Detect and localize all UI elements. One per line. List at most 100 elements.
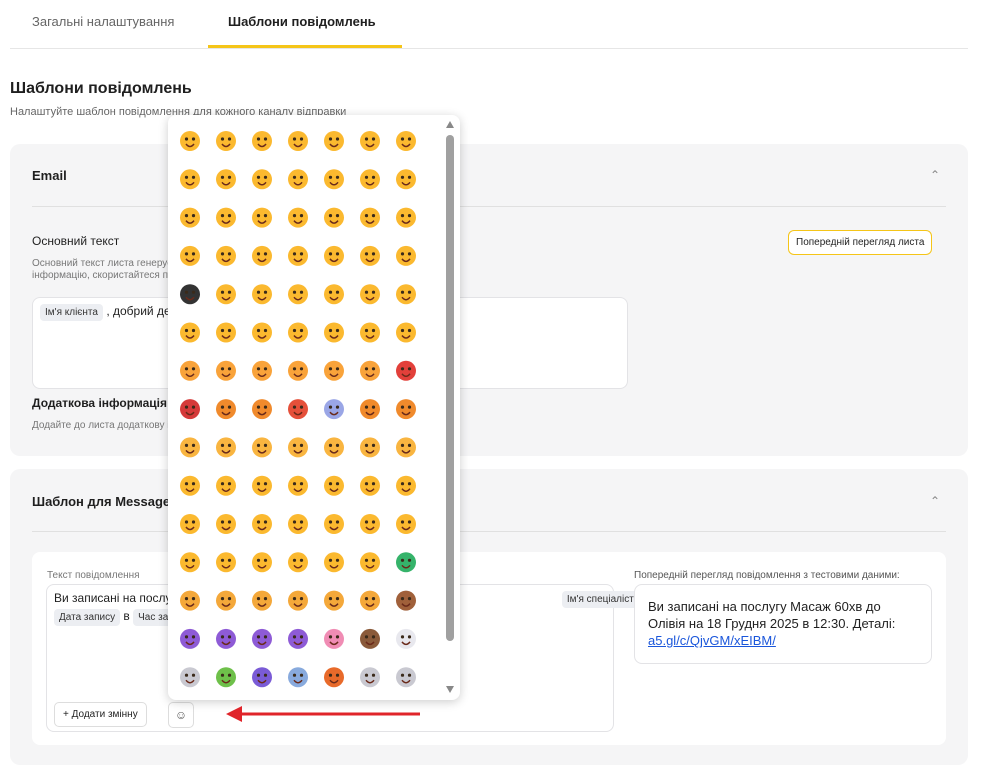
tab[interactable]: Загальні налаштування	[32, 14, 175, 29]
emoji[interactable]	[396, 284, 416, 305]
emoji[interactable]	[324, 169, 344, 190]
emoji[interactable]	[180, 437, 200, 458]
emoji[interactable]	[396, 590, 416, 611]
emoji[interactable]	[288, 245, 308, 266]
emoji[interactable]	[180, 322, 200, 343]
emoji[interactable]	[396, 475, 416, 496]
emoji[interactable]	[288, 207, 308, 228]
emoji[interactable]	[216, 552, 236, 573]
emoji[interactable]	[180, 590, 200, 611]
emoji[interactable]	[396, 437, 416, 458]
emoji[interactable]	[396, 514, 416, 534]
emoji[interactable]	[288, 552, 308, 573]
emoji[interactable]	[216, 360, 236, 381]
emoji[interactable]	[216, 284, 236, 305]
emoji[interactable]	[180, 475, 200, 496]
scrollbar-thumb[interactable]	[446, 135, 454, 641]
emoji[interactable]	[360, 169, 380, 190]
emoji[interactable]	[216, 667, 236, 688]
emoji[interactable]	[324, 245, 344, 266]
emoji-button[interactable]: ☺	[168, 702, 194, 728]
emoji[interactable]	[252, 207, 272, 228]
emoji[interactable]	[324, 590, 344, 611]
emoji[interactable]	[288, 628, 308, 649]
emoji[interactable]	[252, 169, 272, 190]
emoji[interactable]	[324, 131, 344, 151]
emoji[interactable]	[252, 475, 272, 496]
emoji[interactable]	[360, 437, 380, 458]
emoji[interactable]	[252, 322, 272, 343]
emoji[interactable]	[252, 628, 272, 649]
emoji[interactable]	[360, 360, 380, 381]
emoji[interactable]	[324, 475, 344, 496]
emoji[interactable]	[252, 360, 272, 381]
emoji[interactable]	[252, 437, 272, 458]
emoji[interactable]	[288, 169, 308, 190]
emoji[interactable]	[180, 169, 200, 190]
emoji[interactable]	[360, 207, 380, 228]
emoji[interactable]	[288, 437, 308, 458]
emoji[interactable]	[324, 399, 344, 420]
emoji[interactable]	[324, 322, 344, 343]
emoji[interactable]	[360, 131, 380, 151]
emoji[interactable]	[288, 590, 308, 611]
emoji[interactable]	[396, 207, 416, 228]
emoji[interactable]	[252, 590, 272, 611]
emoji[interactable]	[180, 360, 200, 381]
emoji[interactable]	[252, 667, 272, 688]
emoji[interactable]	[252, 245, 272, 266]
emoji[interactable]	[396, 360, 416, 381]
link[interactable]: a5.gl/c/QjvGM/xEIBM/	[648, 633, 776, 648]
collapse[interactable]: ⌃	[930, 494, 941, 508]
emoji[interactable]	[360, 475, 380, 496]
emoji[interactable]	[324, 552, 344, 573]
emoji[interactable]	[216, 169, 236, 190]
emoji[interactable]	[288, 131, 308, 151]
emoji[interactable]	[396, 628, 416, 649]
emoji[interactable]	[360, 399, 380, 420]
emoji[interactable]	[288, 322, 308, 343]
emoji[interactable]	[324, 437, 344, 458]
emoji[interactable]	[324, 514, 344, 534]
emoji[interactable]	[180, 131, 200, 151]
emoji[interactable]	[216, 628, 236, 649]
emoji[interactable]	[180, 245, 200, 266]
emoji[interactable]	[252, 399, 272, 420]
emoji[interactable]	[324, 628, 344, 649]
emoji[interactable]	[324, 360, 344, 381]
emoji[interactable]	[324, 284, 344, 305]
emoji[interactable]	[216, 590, 236, 611]
emoji[interactable]	[396, 322, 416, 343]
emoji[interactable]	[216, 131, 236, 151]
emoji[interactable]	[396, 169, 416, 190]
emoji[interactable]	[360, 514, 380, 534]
emoji[interactable]	[180, 552, 200, 573]
emoji[interactable]	[324, 207, 344, 228]
emoji[interactable]	[396, 399, 416, 420]
emoji[interactable]	[252, 131, 272, 151]
emoji[interactable]	[396, 245, 416, 266]
emoji[interactable]	[396, 552, 416, 573]
emoji[interactable]	[396, 667, 416, 688]
preview-button[interactable]: Попередній перегляд листа	[788, 230, 933, 255]
emoji[interactable]	[360, 245, 380, 266]
emoji[interactable]	[360, 284, 380, 305]
emoji[interactable]	[396, 131, 416, 151]
emoji[interactable]	[288, 284, 308, 305]
emoji[interactable]	[360, 590, 380, 611]
emoji[interactable]	[252, 514, 272, 534]
emoji[interactable]	[216, 475, 236, 496]
emoji[interactable]	[180, 628, 200, 649]
emoji[interactable]	[288, 667, 308, 688]
emoji[interactable]	[216, 399, 236, 420]
emoji[interactable]	[252, 284, 272, 305]
emoji[interactable]	[288, 475, 308, 496]
emoji[interactable]	[180, 207, 200, 228]
emoji[interactable]	[324, 667, 344, 688]
emoji[interactable]	[288, 399, 308, 420]
emoji[interactable]	[216, 322, 236, 343]
emoji[interactable]	[216, 245, 236, 266]
emoji[interactable]	[360, 322, 380, 343]
emoji[interactable]	[180, 284, 200, 305]
collapse[interactable]: ⌃	[930, 168, 941, 182]
